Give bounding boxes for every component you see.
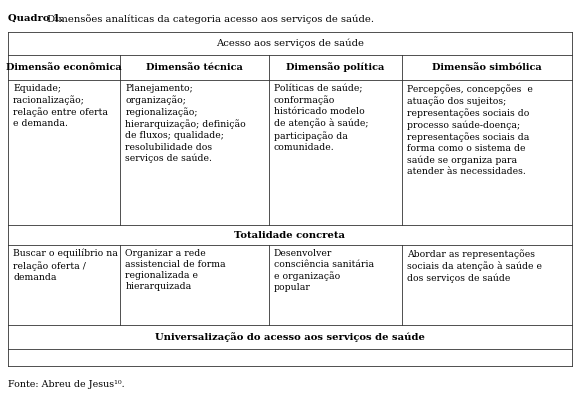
- Text: Abordar as representações
sociais da atenção à saúde e
dos serviços de saúde: Abordar as representações sociais da ate…: [407, 249, 542, 283]
- Text: Fonte: Abreu de Jesus¹⁰.: Fonte: Abreu de Jesus¹⁰.: [8, 380, 125, 389]
- Text: Planejamento;
organização;
regionalização;
hierarquização; definição
de fluxos; : Planejamento; organização; regionalizaçã…: [125, 84, 246, 163]
- Text: Percepções, concepções  e
atuação dos sujeitos;
representações sociais do
proces: Percepções, concepções e atuação dos suj…: [407, 84, 533, 176]
- Text: Dimensão política: Dimensão política: [287, 63, 385, 73]
- Text: Dimensão econômica: Dimensão econômica: [6, 63, 122, 72]
- Text: Equidade;
racionalização;
relação entre oferta
e demanda.: Equidade; racionalização; relação entre …: [13, 84, 108, 128]
- Text: Políticas de saúde;
conformação
históricado modelo
de atenção à saúde;
participa: Políticas de saúde; conformação históric…: [274, 84, 368, 152]
- Text: Organizar a rede
assistencial de forma
regionalizada e
hierarquizada: Organizar a rede assistencial de forma r…: [125, 249, 226, 291]
- Text: Universalização do acesso aos serviços de saúde: Universalização do acesso aos serviços d…: [155, 332, 425, 342]
- Text: Desenvolver
consciência sanitária
e organização
popular: Desenvolver consciência sanitária e orga…: [274, 249, 374, 292]
- Text: Quadro 1.: Quadro 1.: [8, 14, 63, 23]
- Text: Dimensão simbólica: Dimensão simbólica: [432, 63, 542, 72]
- Text: Dimensões analíticas da categoria acesso aos serviços de saúde.: Dimensões analíticas da categoria acesso…: [44, 14, 374, 24]
- Text: Acesso aos serviços de saúde: Acesso aos serviços de saúde: [216, 39, 364, 48]
- Text: Buscar o equilíbrio na
relação oferta /
demanda: Buscar o equilíbrio na relação oferta / …: [13, 249, 118, 282]
- Text: Dimensão técnica: Dimensão técnica: [146, 63, 243, 72]
- Text: Totalidade concreta: Totalidade concreta: [234, 231, 346, 239]
